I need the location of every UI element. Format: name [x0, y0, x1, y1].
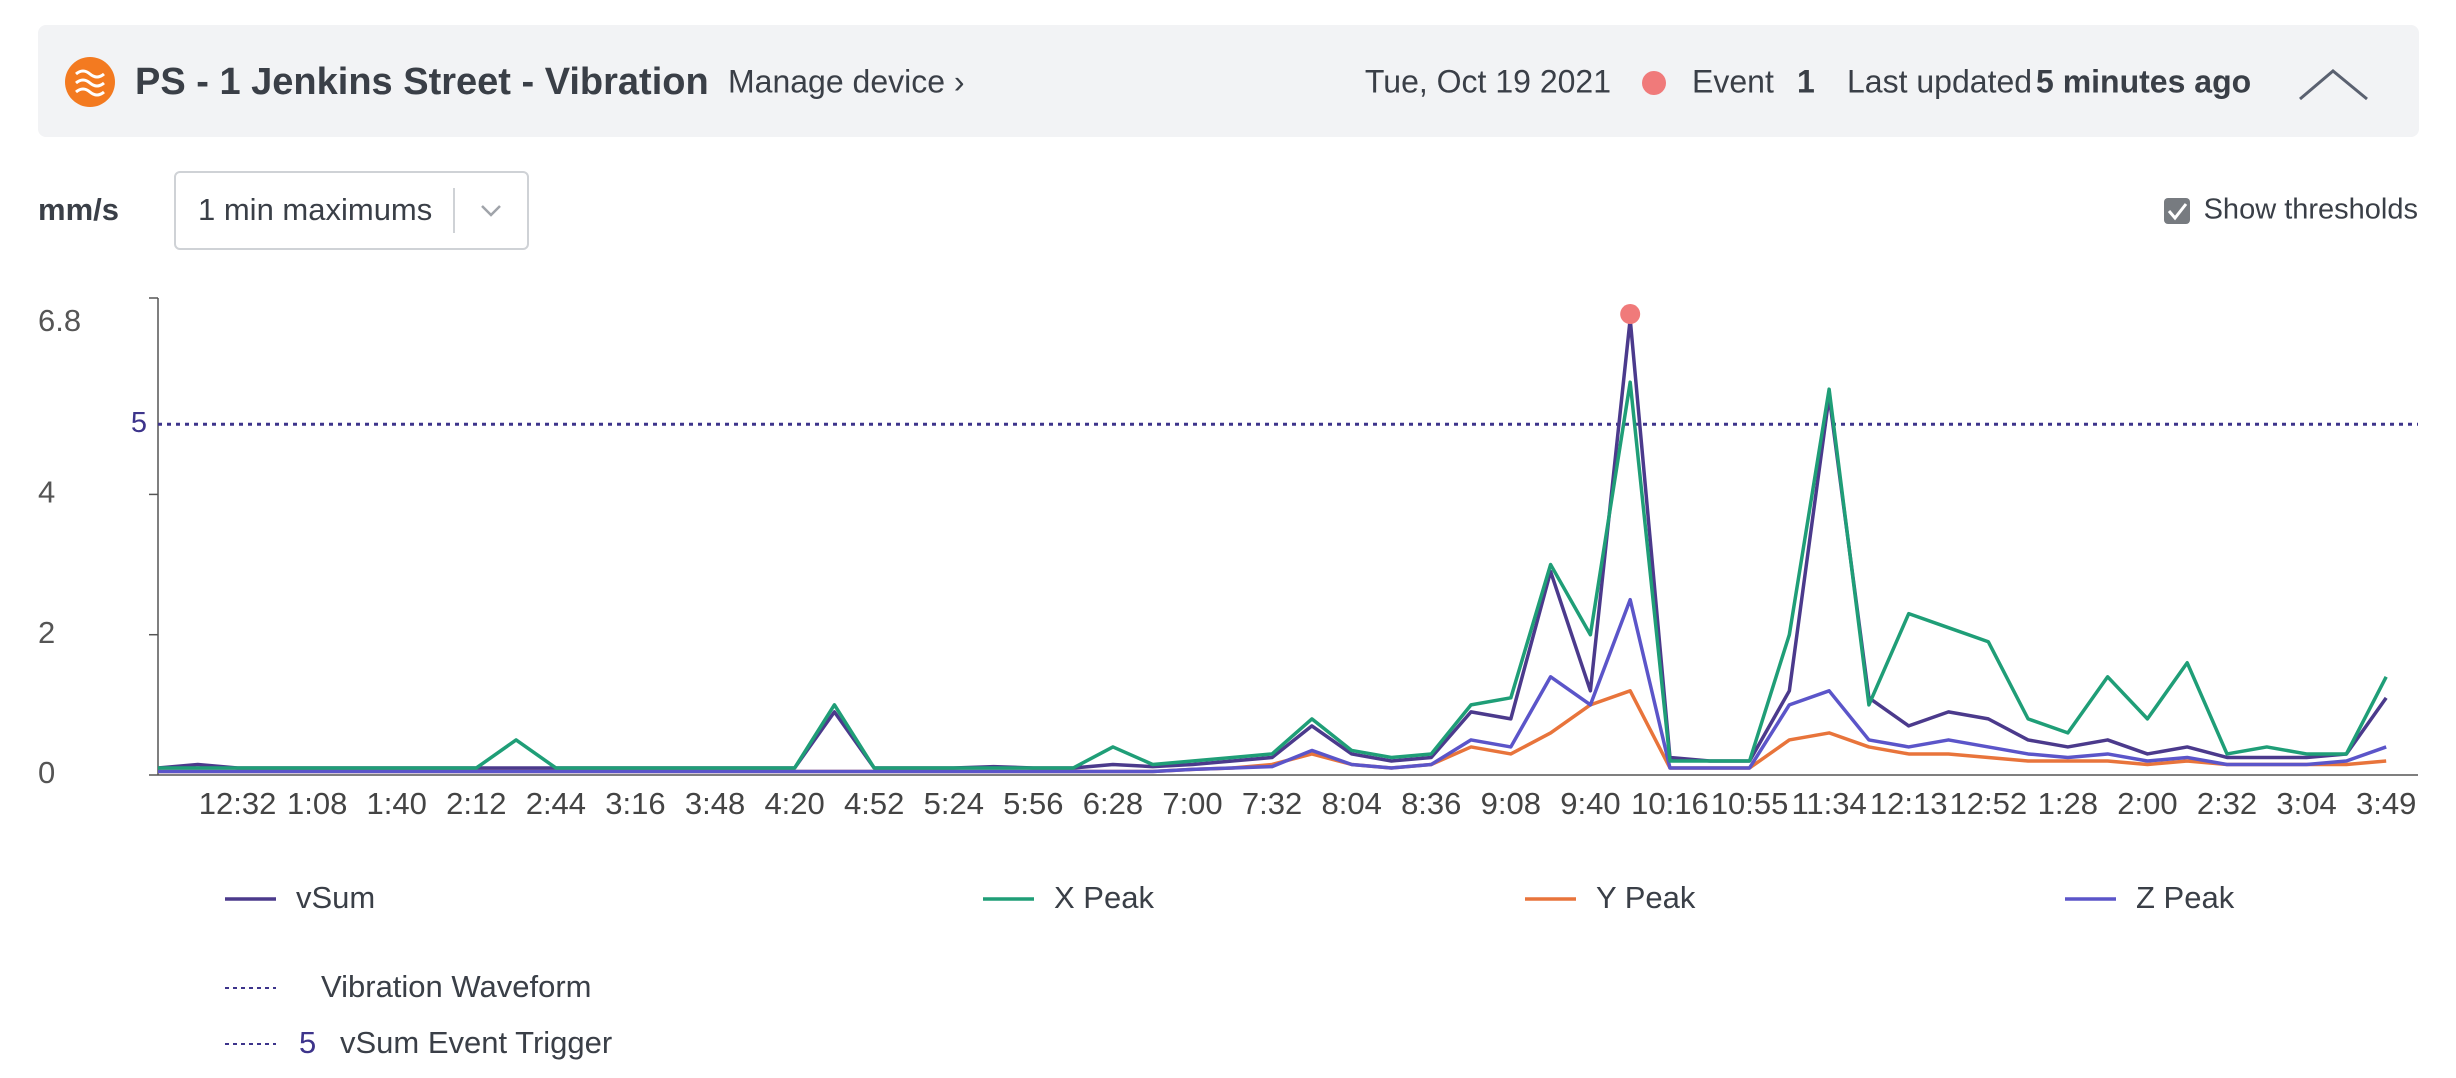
x-tick-label: 2:32 — [2197, 786, 2257, 821]
x-tick-label: 5:56 — [1003, 786, 1063, 821]
event-marker — [1620, 304, 1641, 325]
header-bar — [38, 25, 2419, 137]
x-tick-label: 2:44 — [526, 786, 586, 821]
event-label: Event — [1692, 63, 1774, 99]
legend-label: Y Peak — [1596, 880, 1696, 915]
x-tick-label: 12:32 — [199, 786, 277, 821]
series-line — [158, 689, 2387, 774]
checkbox-group[interactable] — [2164, 198, 2190, 224]
checkmark — [2167, 203, 2188, 221]
select-value[interactable]: 1 min maximums — [198, 192, 432, 227]
series-line — [158, 597, 2387, 774]
x-tick-label: 6:28 — [1083, 786, 1143, 821]
x-tick-label: 1:28 — [2038, 786, 2098, 821]
x-tick-label: 10:55 — [1711, 786, 1789, 821]
x-tick-label: 3:16 — [605, 786, 665, 821]
checkbox-label[interactable]: Show thresholds — [2204, 194, 2418, 226]
x-tick-label: 1:08 — [287, 786, 347, 821]
updated-value: 5 minutes ago — [2036, 63, 2251, 99]
x-tick-label: 2:12 — [446, 786, 506, 821]
wave-icon — [75, 69, 105, 97]
x-tick-label: 3:49 — [2356, 786, 2416, 821]
x-tick-label: 12:13 — [1870, 786, 1948, 821]
select-chevron[interactable] — [481, 205, 501, 217]
manage-link[interactable]: Manage device › — [728, 63, 965, 99]
x-tick-label: 8:36 — [1401, 786, 1461, 821]
x-tick-label: 12:52 — [1949, 786, 2027, 821]
collapse-button[interactable] — [2299, 69, 2368, 101]
x-tick-label: 7:32 — [1242, 786, 1302, 821]
x-tick-label: 1:40 — [367, 786, 427, 821]
title: PS - 1 Jenkins Street - Vibration — [135, 61, 709, 103]
legend-label: vSum Event Trigger — [340, 1025, 612, 1060]
x-tick-label: 8:04 — [1321, 786, 1381, 821]
x-tick-label: 3:48 — [685, 786, 745, 821]
legend-label: Vibration Waveform — [321, 969, 592, 1004]
x-tick-label: 2:00 — [2117, 786, 2177, 821]
x-tick-label: 3:04 — [2276, 786, 2336, 821]
x-tick-label: 4:20 — [764, 786, 824, 821]
y-tick-label: 4 — [38, 475, 55, 510]
legend-label: vSum — [296, 880, 375, 915]
x-tick-label: 9:08 — [1481, 786, 1541, 821]
legend-threshold-value: 5 — [299, 1025, 316, 1060]
legend-label: X Peak — [1054, 880, 1154, 915]
date: Tue, Oct 19 2021 — [1365, 63, 1611, 99]
unit-label: mm/s — [38, 192, 119, 227]
x-tick-label: 9:40 — [1560, 786, 1620, 821]
series-line — [158, 380, 2388, 770]
series-line — [157, 317, 2388, 770]
x-tick-label: 11:34 — [1791, 786, 1866, 821]
select-box[interactable] — [174, 171, 529, 250]
y-tick-label: 0 — [38, 755, 55, 790]
y-tick-label: 6.8 — [38, 303, 81, 338]
y-tick-label: 2 — [38, 615, 55, 650]
x-tick-label: 10:16 — [1631, 786, 1709, 821]
threshold-label: 5 — [131, 407, 147, 439]
checkbox[interactable] — [2164, 198, 2190, 224]
event-count: 1 — [1797, 63, 1815, 99]
legend-label: Z Peak — [2136, 880, 2235, 915]
updated-label: Last updated — [1847, 63, 2032, 99]
x-tick-label: 5:24 — [924, 786, 984, 821]
x-tick-label: 7:00 — [1162, 786, 1222, 821]
event-dot — [1642, 71, 1666, 95]
x-tick-label: 4:52 — [844, 786, 904, 821]
